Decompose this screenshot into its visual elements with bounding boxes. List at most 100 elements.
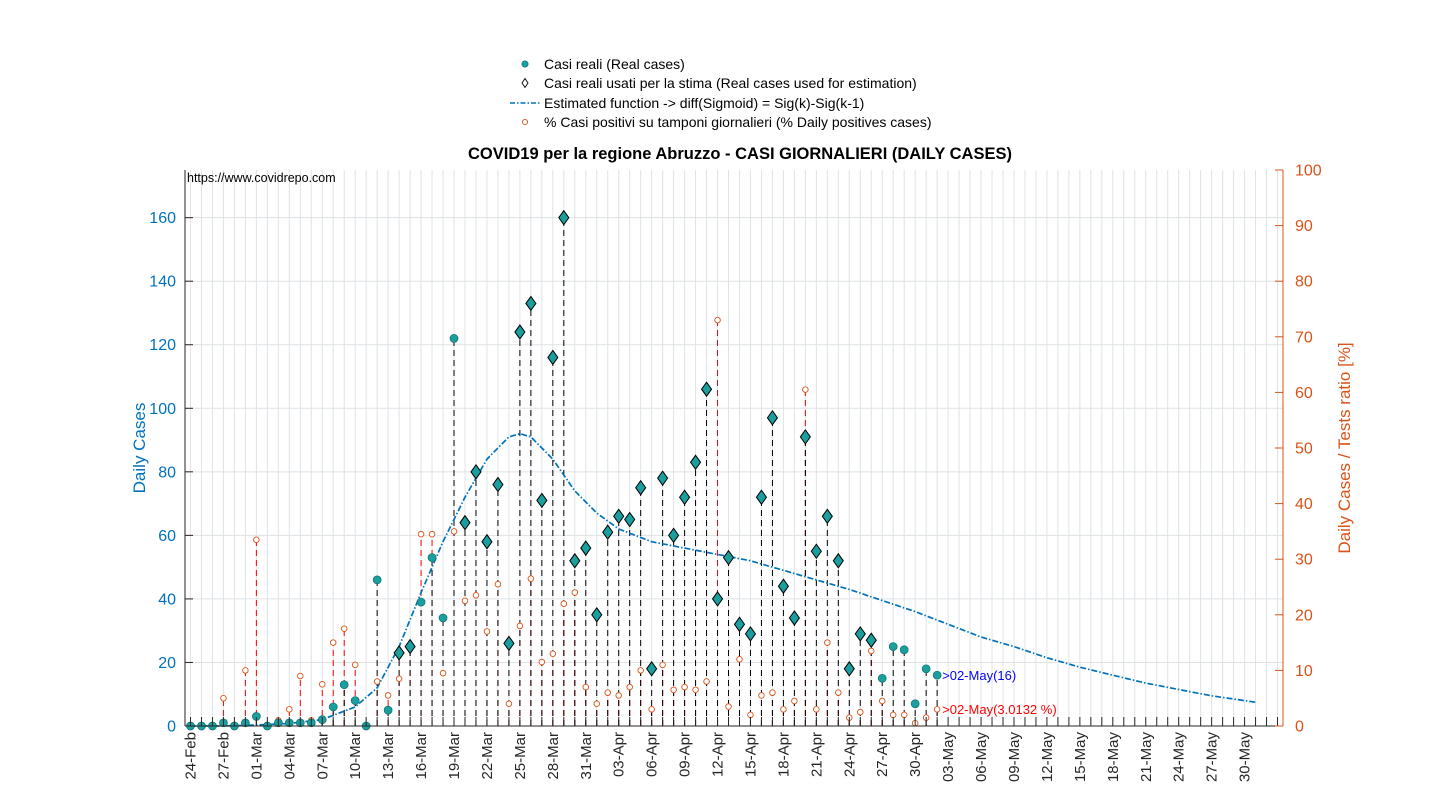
x-tick-label: 30-May xyxy=(1237,732,1254,783)
ratio-point xyxy=(560,600,568,607)
ratio-point xyxy=(538,658,546,666)
ratio-point xyxy=(626,683,633,691)
ratio-point xyxy=(900,711,908,719)
ratio-point xyxy=(582,683,590,691)
ratio-point xyxy=(758,692,765,699)
axes: 0 20 40 60 80 100 120 140 160 0 10 20 30 40 50 60 70 80 90… xyxy=(149,163,1322,783)
ratio-point xyxy=(802,386,809,393)
real-case-point xyxy=(921,664,931,674)
ratio-point xyxy=(780,706,787,713)
ratio-point xyxy=(714,316,721,324)
x-tick-label: 31-Mar xyxy=(578,732,595,780)
estimation-point xyxy=(733,616,746,633)
estimation-point xyxy=(744,626,757,642)
ratio-point xyxy=(286,706,293,713)
ratio-point xyxy=(297,672,304,680)
legend-label-fit: Estimated function -> diff(Sigmoid) = Si… xyxy=(544,94,865,111)
ratio-point xyxy=(220,694,227,702)
ratio-point xyxy=(692,686,699,694)
y-right-tick-label: 40 xyxy=(1295,496,1313,513)
real-case-point xyxy=(328,702,338,712)
ratio-point xyxy=(791,697,798,705)
estimation-point xyxy=(525,295,537,312)
y-left-tick-label: 0 xyxy=(167,719,176,736)
estimation-point xyxy=(547,349,559,366)
ratio-point xyxy=(439,669,447,677)
x-tick-label: 30-Apr xyxy=(907,732,924,777)
real-case-point xyxy=(877,673,887,683)
x-tick-label: 27-May xyxy=(1204,732,1221,783)
legend-label-real-cases: Casi reali (Real cases) xyxy=(544,55,685,72)
x-tick-label: 04-Mar xyxy=(281,732,298,780)
x-tick-label: 15-Apr xyxy=(742,732,759,777)
legend-item-estimation-cases: Casi reali usati per la stima (Real case… xyxy=(510,74,980,94)
x-tick-label: 01-Mar xyxy=(248,732,265,780)
y-left-tick-label: 80 xyxy=(158,464,176,481)
legend: Casi reali (Real cases) Casi reali usati… xyxy=(510,54,980,132)
estimation-point xyxy=(470,463,482,480)
estimation-point xyxy=(503,635,515,652)
estimation-point xyxy=(799,429,811,445)
y-left-tick-label: 60 xyxy=(158,528,176,545)
estimation-point xyxy=(667,527,680,544)
ratio-point xyxy=(549,650,557,657)
stems xyxy=(222,217,938,726)
ratio-point xyxy=(615,692,622,699)
ratio-point xyxy=(505,700,513,708)
estimation-point xyxy=(580,540,592,556)
ratio-point xyxy=(878,697,886,705)
ratio-point xyxy=(516,622,524,630)
dash-dot-line-icon xyxy=(510,101,540,104)
x-tick-label: 18-May xyxy=(1105,732,1122,783)
estimation-point xyxy=(613,508,625,525)
x-tick-label: 28-Mar xyxy=(545,732,562,780)
ratio-point xyxy=(933,706,941,713)
y-right-tick-label: 60 xyxy=(1295,385,1313,402)
ratio-point xyxy=(637,667,644,674)
diamond-icon xyxy=(521,77,529,89)
legend-item-fit: Estimated function -> diff(Sigmoid) = Si… xyxy=(510,93,980,113)
hollow-circle-icon xyxy=(521,119,529,126)
estimation-point xyxy=(404,638,416,655)
estimation-point xyxy=(558,209,570,226)
x-tick-label: 22-Mar xyxy=(479,732,496,780)
x-tick-label: 24-Apr xyxy=(841,732,858,777)
y-right-tick-label: 20 xyxy=(1295,607,1313,624)
real-case-point xyxy=(339,680,349,690)
estimation-point xyxy=(700,381,713,398)
ratio-point xyxy=(242,667,249,674)
ratio-point xyxy=(417,530,425,538)
x-tick-label: 03-May xyxy=(940,732,957,783)
ratio-point xyxy=(747,711,754,719)
real-case-point xyxy=(910,699,920,709)
y-right-tick-label: 0 xyxy=(1295,719,1304,736)
estimation-point xyxy=(865,632,877,649)
legend-item-real-cases: Casi reali (Real cases) xyxy=(510,54,980,74)
annotation-last-cases: >02-May(16) xyxy=(942,668,1016,683)
real-case-point xyxy=(449,334,459,343)
y-left-tick-label: 120 xyxy=(149,337,176,354)
real-case-point xyxy=(383,705,393,715)
estimation-point xyxy=(854,626,866,642)
x-tick-label: 12-Apr xyxy=(710,732,727,777)
teal-dot-icon xyxy=(521,60,529,68)
ratio-point xyxy=(889,711,897,719)
y-axis-label-right: Daily Cases / Tests ratio [%] xyxy=(1335,342,1354,553)
legend-label-estimation-cases: Casi reali usati per la stima (Real case… xyxy=(544,75,917,92)
x-tick-label: 19-Mar xyxy=(446,732,463,780)
ratio-point xyxy=(450,528,458,535)
ratio-point xyxy=(868,647,875,655)
y-right-tick-label: 100 xyxy=(1295,163,1322,180)
legend-label-ratio: % Casi positivi su tamponi giornalieri (… xyxy=(544,114,932,131)
fit-line xyxy=(190,432,1256,727)
x-tick-label: 09-May xyxy=(1006,732,1023,783)
y-right-tick-label: 90 xyxy=(1295,218,1313,235)
x-tick-label: 27-Feb xyxy=(215,732,232,780)
estimation-point xyxy=(810,543,822,560)
x-tick-label: 24-Feb xyxy=(182,732,199,780)
ratio-point xyxy=(384,692,392,699)
ratio-point xyxy=(461,597,469,605)
ratio-point xyxy=(395,675,403,682)
x-tick-label: 13-Mar xyxy=(380,732,397,780)
